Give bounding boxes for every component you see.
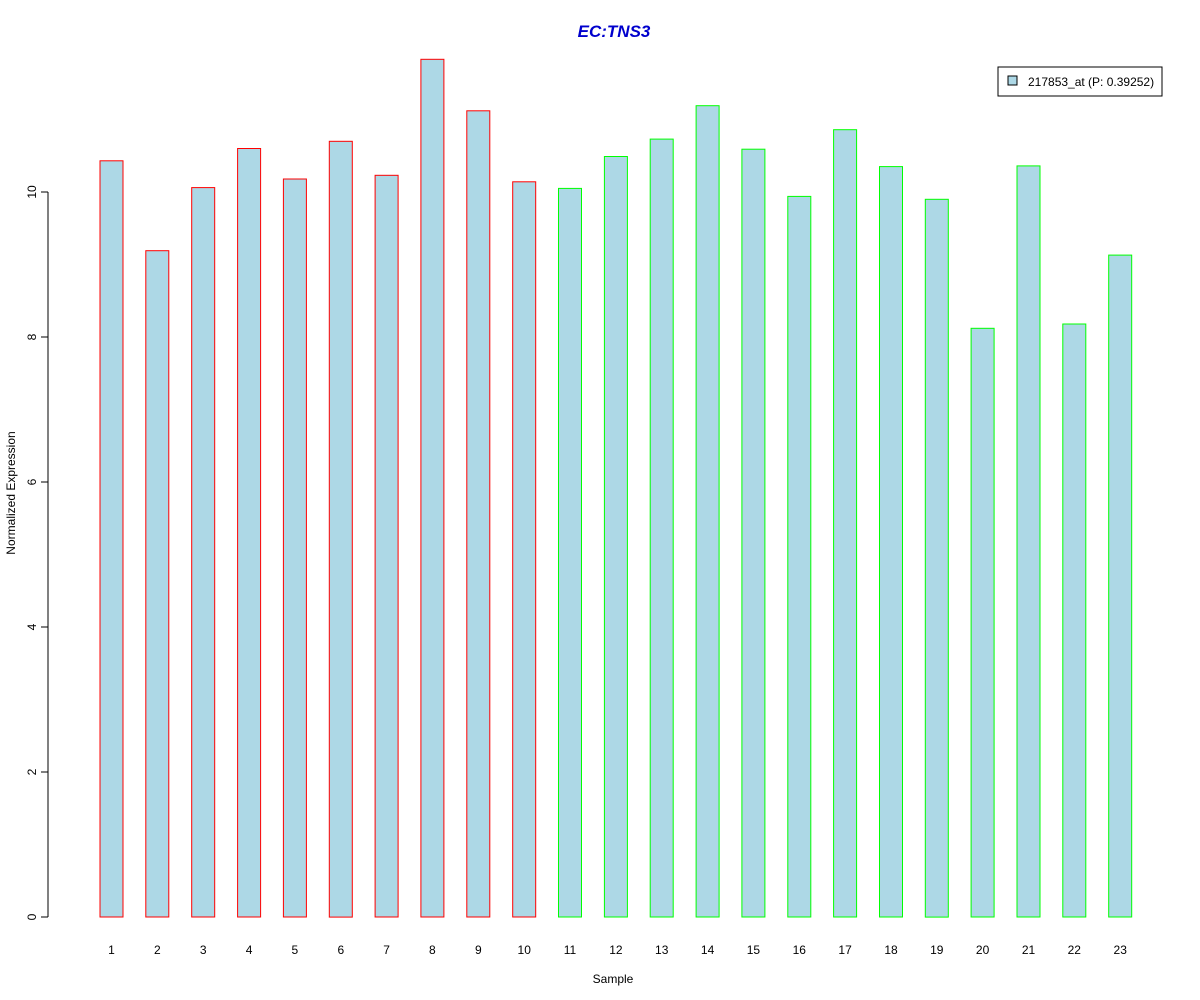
bar-sample-7 bbox=[374, 174, 399, 918]
bar-sample-12 bbox=[603, 156, 628, 918]
x-tick-label: 17 bbox=[838, 943, 852, 957]
x-tick-label: 1 bbox=[108, 943, 115, 957]
x-tick-label: 21 bbox=[1022, 943, 1036, 957]
y-axis: 0 2 4 6 8 10 bbox=[25, 185, 49, 920]
bar-sample-2 bbox=[145, 250, 170, 918]
bar-sample-22 bbox=[1062, 323, 1087, 918]
x-tick-label: 22 bbox=[1068, 943, 1082, 957]
x-tick-label: 10 bbox=[518, 943, 532, 957]
x-axis-label: Sample bbox=[593, 972, 634, 986]
x-tick-label: 16 bbox=[793, 943, 807, 957]
legend-swatch bbox=[1007, 75, 1018, 86]
bar-sample-5 bbox=[282, 178, 307, 918]
x-tick-label: 9 bbox=[475, 943, 482, 957]
x-tick-label: 14 bbox=[701, 943, 715, 957]
chart-title: EC:TNS3 bbox=[578, 22, 651, 41]
y-tick-label: 4 bbox=[25, 623, 39, 630]
bar-sample-23 bbox=[1108, 254, 1133, 918]
bar-sample-11 bbox=[558, 187, 582, 918]
bar-sample-9 bbox=[466, 110, 491, 918]
bar-sample-17 bbox=[833, 129, 858, 918]
bar-sample-10 bbox=[512, 181, 537, 918]
bar-sample-3 bbox=[191, 187, 216, 918]
y-axis-label: Normalized Expression bbox=[4, 431, 18, 554]
legend-label: 217853_at (P: 0.39252) bbox=[1028, 75, 1154, 89]
y-tick-label: 6 bbox=[25, 478, 39, 485]
x-tick-label: 19 bbox=[930, 943, 944, 957]
x-tick-label: 4 bbox=[246, 943, 253, 957]
bar-sample-6 bbox=[328, 140, 353, 918]
y-tick-label: 8 bbox=[25, 333, 39, 340]
legend-box bbox=[997, 66, 1163, 97]
bar-sample-16 bbox=[787, 195, 812, 918]
bar-sample-1 bbox=[99, 160, 124, 918]
bar-sample-8 bbox=[420, 58, 445, 918]
x-tick-label: 23 bbox=[1114, 943, 1128, 957]
bar-sample-20 bbox=[970, 327, 995, 918]
x-tick-label: 6 bbox=[337, 943, 344, 957]
x-tick-label: 11 bbox=[564, 943, 577, 957]
x-tick-label: 2 bbox=[154, 943, 161, 957]
y-tick-label: 10 bbox=[25, 185, 39, 199]
bar-sample-15 bbox=[741, 148, 766, 918]
y-tick-label: 2 bbox=[25, 768, 39, 775]
bars bbox=[99, 58, 1133, 918]
bar-sample-21 bbox=[1016, 165, 1041, 918]
x-tick-label: 5 bbox=[292, 943, 299, 957]
bar-sample-18 bbox=[879, 166, 903, 918]
x-tick-label: 3 bbox=[200, 943, 207, 957]
x-tick-labels: 1 2 3 4 5 6 7 8 9 10 11 12 13 14 15 16 17 18 19 20 21 22 23 bbox=[108, 943, 1127, 957]
x-tick-label: 8 bbox=[429, 943, 436, 957]
bar-sample-13 bbox=[649, 138, 674, 918]
y-tick-label: 0 bbox=[25, 913, 39, 920]
bar-sample-19 bbox=[924, 198, 949, 918]
bar-sample-14 bbox=[695, 105, 720, 918]
x-tick-label: 13 bbox=[655, 943, 669, 957]
bar-sample-4 bbox=[237, 148, 262, 918]
x-tick-label: 15 bbox=[747, 943, 761, 957]
x-tick-label: 7 bbox=[383, 943, 390, 957]
legend: 217853_at (P: 0.39252) bbox=[997, 66, 1163, 97]
x-tick-label: 20 bbox=[976, 943, 990, 957]
x-tick-label: 18 bbox=[884, 943, 898, 957]
x-tick-label: 12 bbox=[609, 943, 623, 957]
